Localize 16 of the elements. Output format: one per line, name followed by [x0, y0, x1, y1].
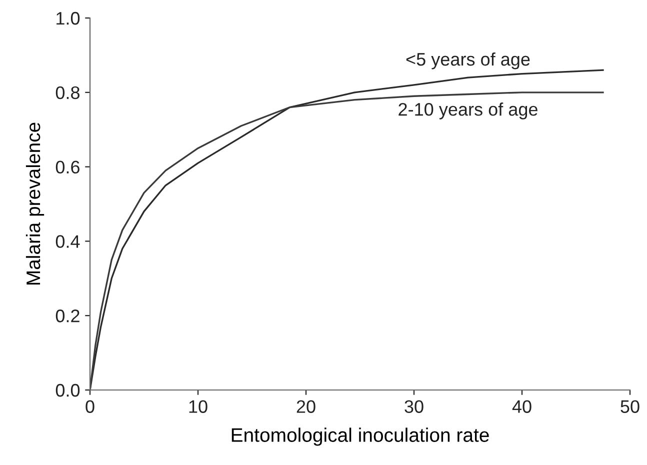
y-tick-label: 0.8 — [56, 86, 80, 100]
x-tick-label: 10 — [189, 400, 208, 413]
x-tick-label: 0 — [86, 400, 94, 413]
series-label: 2-10 years of age — [398, 102, 538, 120]
y-tick-label: 0.6 — [56, 160, 80, 174]
y-tick-label: 0.2 — [56, 310, 80, 322]
x-tick-label: 50 — [620, 400, 640, 413]
series-label: <5 years of age — [406, 52, 530, 70]
y-tick-label: 1.0 — [56, 12, 80, 25]
x-tick-label: 30 — [404, 400, 424, 413]
x-tick-label: 20 — [296, 400, 316, 413]
x-axis-title: Entomological inoculation rate — [232, 428, 489, 446]
y-tick-label: 0.0 — [56, 384, 80, 397]
x-tick-label: 40 — [512, 400, 532, 413]
y-axis-title: Malaria prevalence — [26, 122, 44, 285]
y-tick-label: 0.4 — [56, 235, 80, 248]
